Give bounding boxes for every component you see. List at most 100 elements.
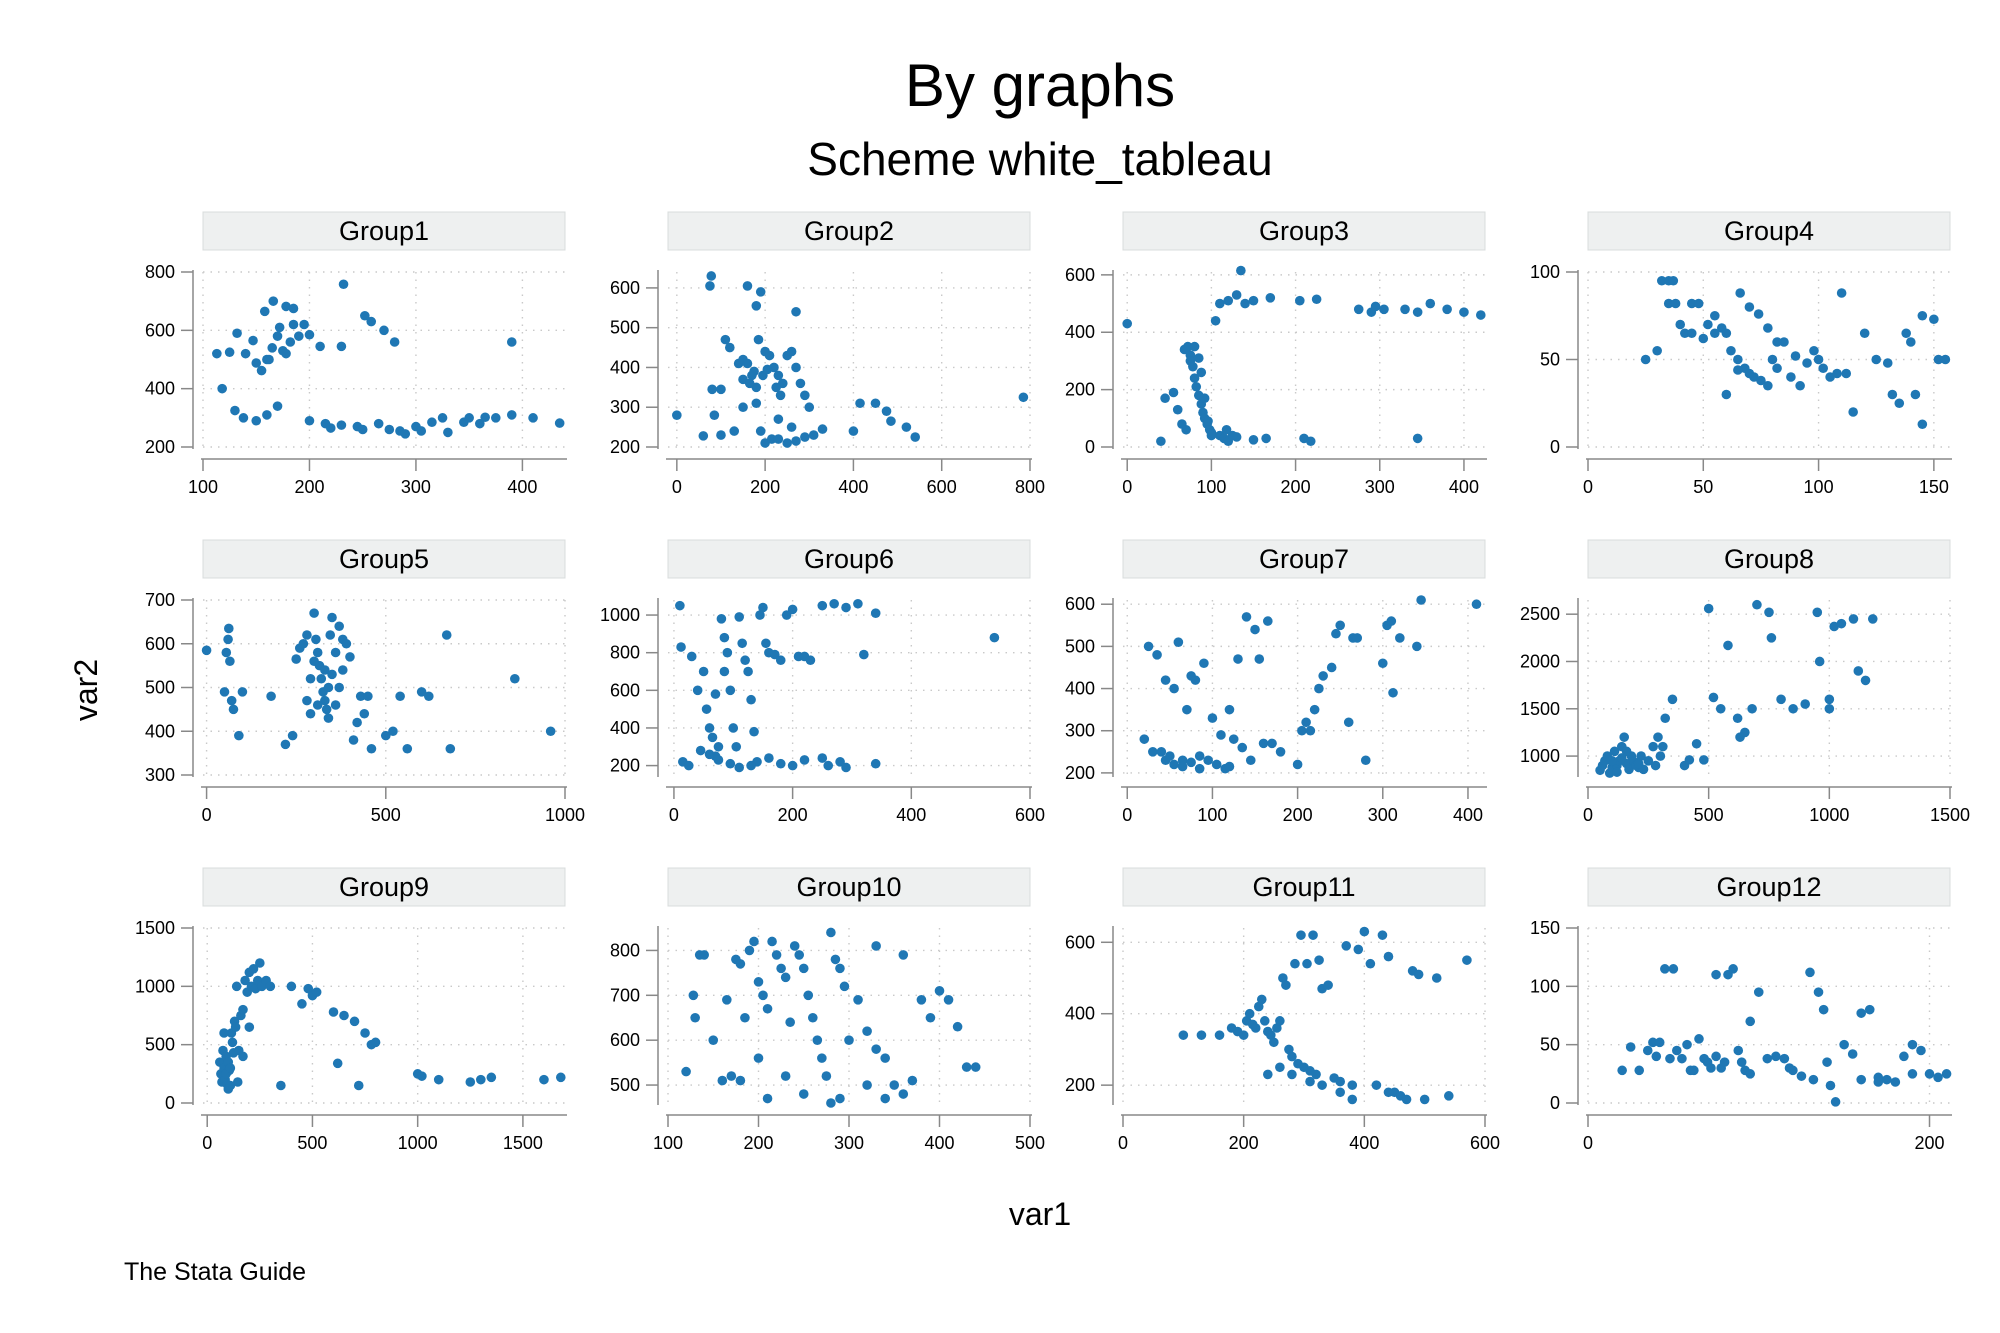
data-point — [238, 1004, 248, 1015]
data-point — [881, 406, 892, 417]
data-point — [294, 331, 304, 341]
data-point — [366, 743, 377, 754]
data-point — [251, 358, 262, 368]
data-point — [934, 986, 945, 996]
y-tick-label: 500 — [610, 1075, 640, 1095]
data-point — [762, 364, 773, 375]
y-tick-label: 600 — [145, 634, 175, 654]
data-point — [1839, 1039, 1849, 1050]
data-point — [690, 1012, 700, 1023]
data-point — [1841, 368, 1852, 379]
y-tick-label: 200 — [1065, 763, 1095, 783]
data-point — [555, 1072, 566, 1083]
x-tick-label: 400 — [1349, 1133, 1379, 1153]
data-point — [1224, 704, 1235, 715]
data-point — [1907, 1039, 1918, 1050]
y-tick-label: 200 — [610, 756, 640, 776]
data-point — [266, 691, 276, 702]
data-point — [1812, 607, 1823, 618]
data-point — [1256, 994, 1267, 1005]
y-tick-label: 2500 — [1520, 604, 1560, 624]
data-point — [416, 687, 427, 697]
data-point — [1290, 958, 1300, 969]
data-point — [804, 402, 815, 413]
panel-strip-label: Group2 — [804, 216, 894, 246]
y-tick-label: 600 — [1065, 594, 1095, 614]
data-point — [1160, 393, 1170, 404]
data-point — [219, 687, 230, 697]
data-point — [278, 345, 288, 356]
data-point — [871, 941, 881, 951]
data-point — [1619, 732, 1629, 742]
data-point — [312, 647, 323, 658]
data-point — [274, 322, 285, 333]
data-point — [1772, 363, 1782, 374]
x-tick-label: 600 — [927, 477, 957, 497]
x-tick-label: 400 — [838, 477, 868, 497]
data-point — [1248, 295, 1259, 306]
data-point — [695, 745, 706, 756]
data-point — [223, 634, 233, 645]
data-point — [773, 370, 784, 381]
data-point — [710, 689, 721, 699]
data-point — [1331, 628, 1341, 639]
data-point — [528, 413, 538, 423]
data-point — [871, 1044, 881, 1054]
data-point — [713, 755, 724, 765]
data-point — [1173, 637, 1184, 647]
data-point — [1160, 755, 1171, 766]
data-point — [1873, 1077, 1884, 1087]
data-point — [259, 306, 270, 317]
data-point — [1156, 747, 1167, 757]
data-point — [794, 950, 805, 960]
data-point — [1248, 435, 1259, 445]
data-point — [1710, 310, 1720, 321]
data-point — [898, 950, 909, 960]
panel-group4: Group4 0 50 100 0 50 100 150 — [1530, 211, 1952, 497]
data-point — [743, 666, 753, 677]
data-point — [1314, 683, 1324, 694]
data-point — [370, 1037, 381, 1048]
data-point — [286, 981, 297, 992]
data-point — [1675, 319, 1686, 330]
data-point — [880, 1053, 890, 1063]
data-point — [731, 741, 742, 752]
data-point — [1856, 1008, 1867, 1018]
data-point — [1196, 1030, 1207, 1040]
data-point — [1763, 323, 1773, 333]
data-point — [1224, 761, 1235, 772]
data-point — [1621, 746, 1632, 757]
x-tick-label: 200 — [778, 805, 808, 825]
data-point — [1335, 1076, 1345, 1087]
data-point — [786, 422, 797, 432]
data-point — [1648, 1037, 1658, 1048]
y-tick-label: 1500 — [135, 918, 175, 938]
data-point — [539, 1074, 549, 1085]
data-point — [791, 362, 801, 373]
data-point — [798, 1089, 809, 1099]
data-point — [848, 426, 859, 436]
data-point — [1859, 328, 1870, 339]
y-tick-label: 200 — [1065, 1075, 1095, 1095]
panel-strip — [202, 867, 566, 907]
y-tick-label: 150 — [1530, 918, 1560, 938]
x-tick-label: 50 — [1693, 477, 1713, 497]
data-point — [1802, 358, 1812, 368]
chart-title: By graphs — [905, 52, 1175, 119]
data-point — [320, 665, 330, 675]
data-point — [744, 945, 755, 956]
data-point — [791, 306, 801, 317]
data-point — [830, 954, 841, 965]
data-point — [337, 665, 348, 675]
data-point — [749, 366, 759, 377]
data-point — [338, 279, 349, 290]
data-point — [1779, 337, 1789, 347]
data-point — [1796, 1071, 1807, 1081]
data-point — [384, 424, 395, 435]
data-point — [1686, 298, 1697, 309]
data-point — [901, 422, 912, 432]
data-point — [823, 760, 834, 771]
data-point — [228, 704, 239, 715]
data-point — [1250, 1023, 1261, 1033]
data-point — [1323, 980, 1333, 990]
